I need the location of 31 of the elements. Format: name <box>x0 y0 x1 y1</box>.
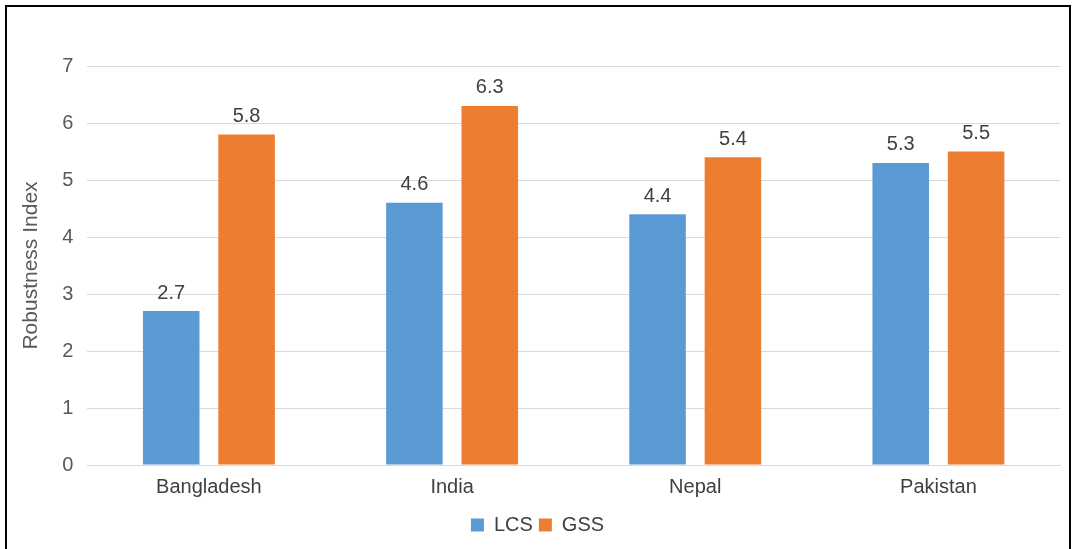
y-tick-label: 3 <box>62 281 74 304</box>
data-label: 5.5 <box>962 121 991 144</box>
x-tick-label: Nepal <box>669 474 722 497</box>
y-tick-label: 7 <box>62 53 74 76</box>
bar <box>947 151 1005 465</box>
data-label: 5.4 <box>719 126 747 149</box>
x-tick-label: India <box>430 474 475 497</box>
data-label: 5.3 <box>886 132 915 155</box>
bar <box>461 105 519 465</box>
data-label: 2.7 <box>157 280 186 303</box>
y-axis-title: Robustness Index <box>18 180 42 350</box>
y-tick-label: 4 <box>62 224 74 247</box>
x-tick-label: Pakistan <box>900 474 977 497</box>
bar <box>872 162 929 465</box>
y-tick-label: 1 <box>62 395 74 418</box>
bar <box>218 134 275 465</box>
bar <box>386 202 443 465</box>
y-tick-label: 0 <box>62 452 74 475</box>
x-tick-label: Bangladesh <box>156 474 262 497</box>
legend-label: GSS <box>561 512 605 535</box>
bar <box>142 311 200 465</box>
data-label: 4.6 <box>400 172 429 195</box>
bar <box>704 157 762 465</box>
legend-label: LCS <box>493 512 533 535</box>
y-tick-label: 2 <box>62 338 74 361</box>
y-tick-label: 6 <box>62 110 74 133</box>
data-label: 6.3 <box>475 75 504 98</box>
y-tick-label: 5 <box>62 167 74 190</box>
data-label: 4.4 <box>643 183 672 206</box>
data-label: 5.8 <box>232 103 261 126</box>
bar <box>629 214 686 465</box>
